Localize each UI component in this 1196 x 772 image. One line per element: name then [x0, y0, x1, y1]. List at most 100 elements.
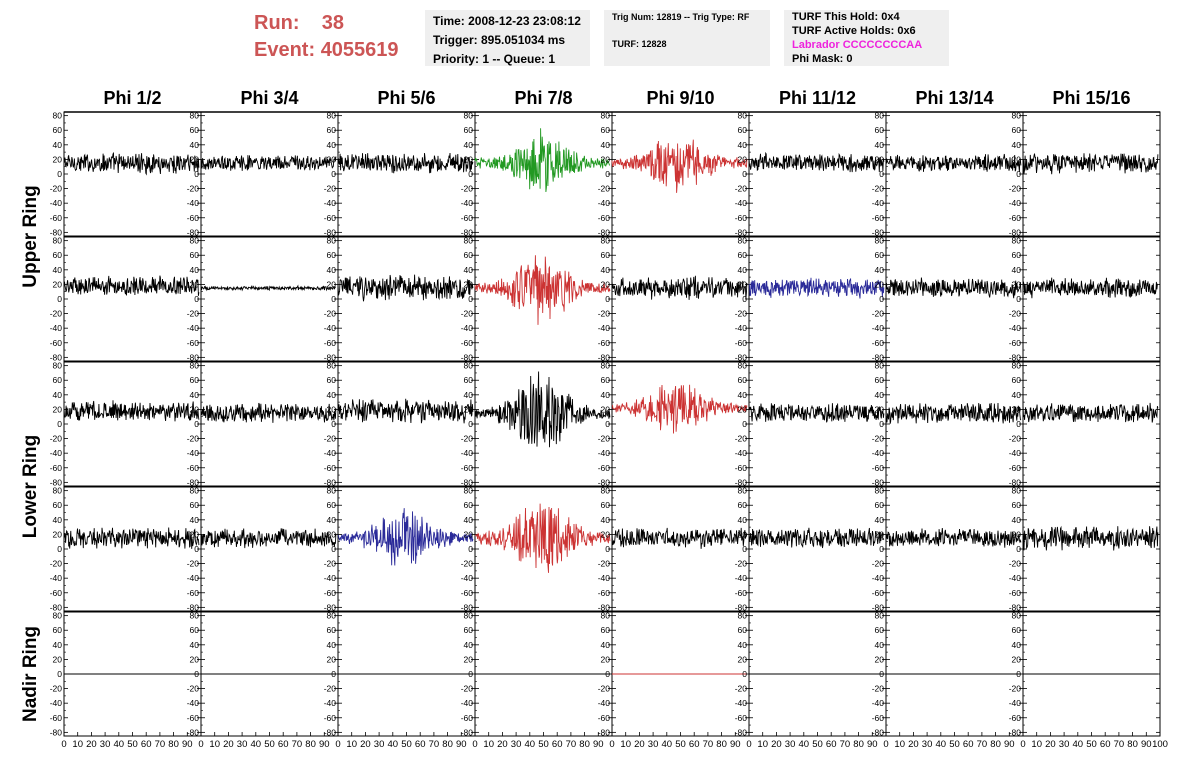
column-title: Phi 13/14: [915, 88, 993, 108]
panel-frame: [63, 361, 202, 487]
x-tick-label: 20: [771, 739, 782, 750]
y-tick-label: 60: [190, 375, 200, 385]
panel-frame: [748, 486, 887, 612]
y-tick-label: 40: [738, 515, 748, 525]
run-value: 38: [321, 12, 345, 34]
y-tick-label: -80: [872, 227, 885, 237]
y-tick-label: -60: [598, 588, 611, 598]
y-tick-label: -80: [598, 227, 611, 237]
y-tick-label: 40: [327, 265, 337, 275]
y-tick-label: 80: [601, 486, 611, 496]
y-tick-label: -80: [735, 227, 748, 237]
y-tick-label: -20: [872, 309, 885, 319]
y-tick-label: -40: [735, 198, 748, 208]
y-tick-label: 0: [879, 419, 884, 429]
x-tick-label: 70: [566, 739, 577, 750]
y-tick-label: 60: [875, 625, 885, 635]
y-tick-label: -80: [598, 477, 611, 487]
x-tick-label: 10: [72, 739, 83, 750]
y-tick-label: 20: [53, 279, 63, 289]
x-tick-label: 80: [305, 739, 316, 750]
y-tick-label: -20: [1009, 559, 1022, 569]
y-tick-label: 0: [331, 419, 336, 429]
waveform-trace: [885, 277, 1022, 299]
y-tick-label: -80: [1009, 352, 1022, 362]
y-tick-label: 40: [464, 515, 474, 525]
panel-frame: [474, 486, 613, 612]
waveform-trace: [1022, 153, 1159, 175]
y-tick-label: 0: [331, 669, 336, 679]
event-label: Event:: [254, 39, 316, 61]
y-tick-label: -60: [324, 713, 337, 723]
y-tick-label: 60: [327, 500, 337, 510]
y-tick-label: 40: [738, 265, 748, 275]
y-tick-label: 20: [327, 279, 337, 289]
x-tick-label: 30: [785, 739, 796, 750]
y-tick-label: -20: [598, 309, 611, 319]
x-tick-label: 0: [746, 739, 751, 750]
y-tick-label: 80: [875, 361, 885, 371]
y-tick-label: -40: [1009, 448, 1022, 458]
x-tick-label: 50: [538, 739, 549, 750]
y-tick-label: 80: [601, 611, 611, 621]
y-tick-label: -60: [461, 588, 474, 598]
y-tick-label: -80: [1009, 477, 1022, 487]
y-tick-label: -20: [324, 434, 337, 444]
waveform-trace: [474, 371, 611, 448]
y-tick-label: 20: [53, 529, 63, 539]
y-tick-label: -80: [1009, 227, 1022, 237]
y-tick-label: 40: [1012, 390, 1022, 400]
panel-frame: [1022, 236, 1161, 362]
row-label: Lower Ring: [20, 435, 41, 538]
x-tick-label: 40: [388, 739, 399, 750]
y-tick-label: -40: [872, 573, 885, 583]
x-tick-label: 0: [198, 739, 203, 750]
y-tick-label: 20: [53, 404, 63, 414]
y-tick-label: 40: [327, 515, 337, 525]
y-tick-label: -40: [1009, 198, 1022, 208]
x-tick-label: 70: [292, 739, 303, 750]
y-tick-label: -60: [461, 213, 474, 223]
y-tick-label: -40: [461, 323, 474, 333]
y-tick-label: -60: [187, 338, 200, 348]
y-tick-label: -60: [872, 713, 885, 723]
y-tick-label: 80: [738, 361, 748, 371]
y-tick-label: 60: [738, 250, 748, 260]
y-tick-label: -20: [324, 184, 337, 194]
y-tick-label: 80: [327, 486, 337, 496]
y-tick-label: -80: [598, 727, 611, 737]
y-tick-label: -20: [598, 559, 611, 569]
y-tick-label: -20: [187, 434, 200, 444]
y-tick-label: 80: [53, 611, 63, 621]
trigger-text: Trigger: 895.051034 ms: [433, 33, 566, 47]
y-tick-label: -20: [735, 309, 748, 319]
waveform-trace: [200, 155, 337, 171]
y-tick-label: 80: [738, 611, 748, 621]
y-tick-label: 80: [875, 611, 885, 621]
y-tick-label: -40: [872, 448, 885, 458]
y-tick-label: -60: [735, 588, 748, 598]
x-tick-label: 0: [61, 739, 66, 750]
y-tick-label: 60: [327, 625, 337, 635]
x-tick-label: 60: [826, 739, 837, 750]
waveform-trace: [200, 284, 336, 292]
y-tick-label: -40: [324, 198, 337, 208]
y-tick-label: 20: [1012, 404, 1022, 414]
x-tick-label: 50: [675, 739, 686, 750]
x-tick-label: 0: [883, 739, 888, 750]
y-tick-label: 40: [1012, 640, 1022, 650]
y-tick-label: -60: [1009, 338, 1022, 348]
y-tick-label: -20: [735, 559, 748, 569]
y-tick-label: 20: [1012, 154, 1022, 164]
panel-frame: [885, 236, 1024, 362]
x-tick-label: 50: [949, 739, 960, 750]
y-tick-label: -40: [50, 698, 63, 708]
column-title: Phi 11/12: [779, 88, 856, 108]
y-tick-label: 0: [57, 669, 62, 679]
panel-frame: [474, 236, 613, 362]
y-tick-label: 0: [194, 669, 199, 679]
y-tick-label: -60: [598, 713, 611, 723]
y-tick-label: 0: [468, 544, 473, 554]
x-tick-label: 30: [1059, 739, 1070, 750]
y-tick-label: 0: [879, 169, 884, 179]
